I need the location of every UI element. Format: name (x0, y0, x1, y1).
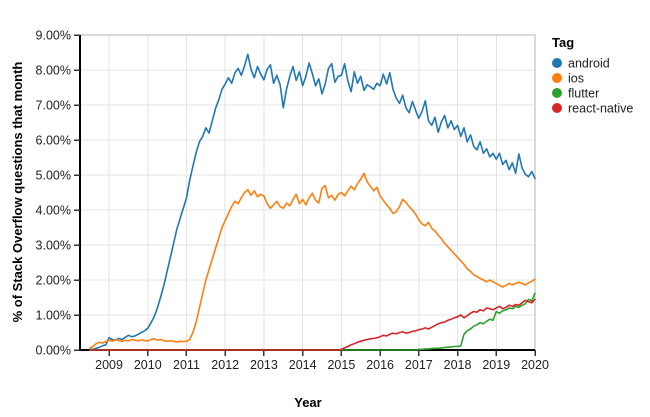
series-line-android (88, 53, 536, 351)
gridlines (80, 34, 536, 350)
y-tick-label: 0.00% (36, 344, 71, 358)
y-tick-label: 7.00% (36, 99, 71, 113)
x-tick-label: 2010 (134, 358, 162, 372)
legend-swatch-react-native (552, 103, 562, 113)
y-tick-label: 4.00% (36, 204, 71, 218)
x-tick-label: 2011 (173, 358, 200, 372)
y-tick-label: 5.00% (36, 169, 71, 183)
y-tick-label: 9.00% (36, 29, 71, 43)
x-axis-title: Year (294, 395, 321, 410)
legend-label-flutter: flutter (568, 87, 599, 101)
y-axis-title: % of Stack Overflow questions that month (10, 62, 25, 323)
legend-swatch-flutter (552, 88, 562, 98)
x-tick-label: 2012 (211, 358, 239, 372)
x-tick-label: 2016 (366, 358, 394, 372)
x-tick-label: 2018 (444, 358, 472, 372)
series-line-react-native (88, 298, 536, 351)
x-tick-label: 2015 (327, 358, 355, 372)
axes (74, 34, 536, 356)
x-tick-label: 2017 (405, 358, 433, 372)
y-tick-label: 3.00% (36, 239, 71, 253)
legend-label-android: android (568, 57, 610, 71)
x-tick-label: 2009 (95, 358, 123, 372)
x-tick-label: 2020 (521, 358, 549, 372)
legend-label-react-native: react-native (568, 102, 633, 116)
legend-swatch-android (552, 58, 562, 68)
y-tick-label: 8.00% (36, 64, 71, 78)
series-line-ios (88, 172, 536, 350)
x-tick-label: 2013 (250, 358, 278, 372)
y-tick-label: 2.00% (36, 274, 71, 288)
x-tick-label: 2014 (289, 358, 317, 372)
y-tick-label: 6.00% (36, 134, 71, 148)
series-lines (88, 53, 536, 351)
series-line-flutter (88, 292, 536, 351)
tick-labels: 0.00% 1.00% 2.00% 3.00% 4.00% 5.00% 6.00% 7.00%… (36, 29, 549, 373)
x-tick-label: 2019 (482, 358, 510, 372)
legend-title: Tag (552, 35, 574, 50)
legend-swatch-ios (552, 73, 562, 83)
legend-label-ios: ios (568, 72, 584, 86)
y-tick-label: 1.00% (36, 309, 71, 323)
